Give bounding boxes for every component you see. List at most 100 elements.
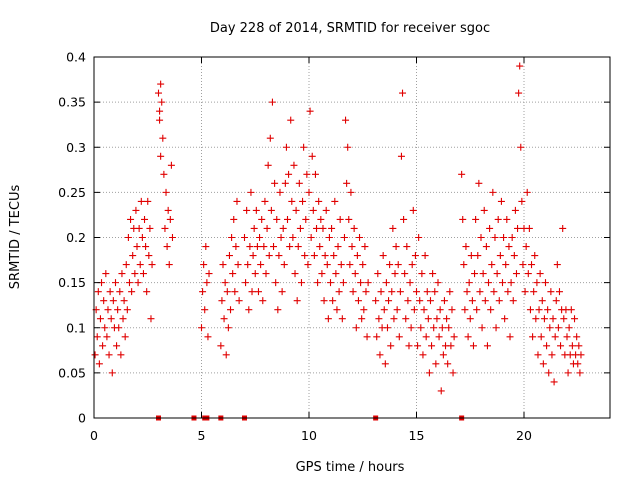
data-point [474,252,482,260]
data-point [155,89,162,97]
data-point [409,206,417,214]
data-point [323,261,331,269]
data-point [286,243,294,251]
data-point [534,351,542,359]
data-point [535,306,543,314]
data-point [526,306,534,314]
data-point [258,215,266,223]
data-point [265,252,273,260]
data-point [515,89,523,97]
data-point [565,324,573,332]
data-point [577,351,585,359]
data-point [492,324,500,332]
data-point [507,279,515,287]
data-point [466,315,474,323]
data-point [488,261,496,269]
data-point [380,306,388,314]
data-point [156,107,164,115]
data-point [157,152,165,160]
data-point [568,342,576,350]
data-point [538,297,546,305]
data-point [446,288,454,296]
data-point [489,188,497,196]
data-point [525,224,533,232]
data-point [480,206,488,214]
data-point [304,261,312,269]
x-tick-label: 0 [90,428,98,443]
data-point [462,243,470,251]
tick-labels: 0 5 10 15 20 0 0.05 0.1 0.15 0.2 0.25 0.3 0.35 0.4 [58,50,532,444]
data-point [161,224,169,232]
data-point [227,306,235,314]
data-point [419,351,427,359]
data-point [277,234,285,241]
data-point [375,315,383,323]
data-point [564,369,572,377]
data-point [314,279,322,287]
data-point [113,342,121,350]
data-point [447,342,455,350]
data-point [387,342,395,350]
data-point [348,243,356,251]
data-point [508,234,516,241]
data-point [128,288,136,296]
data-point [528,261,536,269]
data-point [313,224,321,232]
data-point [235,297,243,305]
data-point [125,279,133,287]
y-tick-label: 0.15 [58,275,86,290]
data-point [294,243,302,251]
data-point [273,215,281,223]
data-point [202,243,210,251]
data-point [287,116,295,124]
data-point [361,243,369,251]
y-tick-label: 0.2 [66,230,86,245]
data-point [278,288,286,296]
data-point [280,261,288,269]
data-point [444,360,452,368]
data-point [549,315,557,323]
y-axis-label: SRMTID / TECUs [8,185,23,290]
data-point [228,234,236,241]
data-point [204,333,212,341]
data-point [421,252,429,260]
data-point [288,197,296,205]
data-point [262,270,270,278]
data-point [115,324,123,332]
data-point [119,315,127,323]
data-point [268,98,276,106]
data-point [259,297,267,305]
data-point [363,333,371,341]
data-point [114,306,122,314]
data-point [504,288,512,296]
data-point [473,306,481,314]
data-point [303,170,311,178]
data-point [217,342,225,350]
data-point [491,234,499,241]
data-point [443,315,451,323]
data-point [229,270,237,278]
data-point [118,270,126,278]
data-point [349,288,357,296]
data-point [292,206,300,214]
data-point [553,261,561,269]
data-point [555,288,563,296]
data-point [127,215,135,223]
data-point [501,315,509,323]
data-point [450,333,458,341]
data-point [494,215,502,223]
data-point [477,234,485,241]
data-point [403,243,411,251]
data-point [136,261,144,269]
data-point [167,161,175,169]
data-point [218,297,226,305]
data-point [497,197,505,205]
data-points [91,62,585,421]
data-point [428,342,436,350]
data-point [93,333,101,341]
data-point [432,360,440,368]
data-point [407,324,415,332]
data-point [346,261,354,269]
data-point [334,243,342,251]
data-point [353,252,361,260]
